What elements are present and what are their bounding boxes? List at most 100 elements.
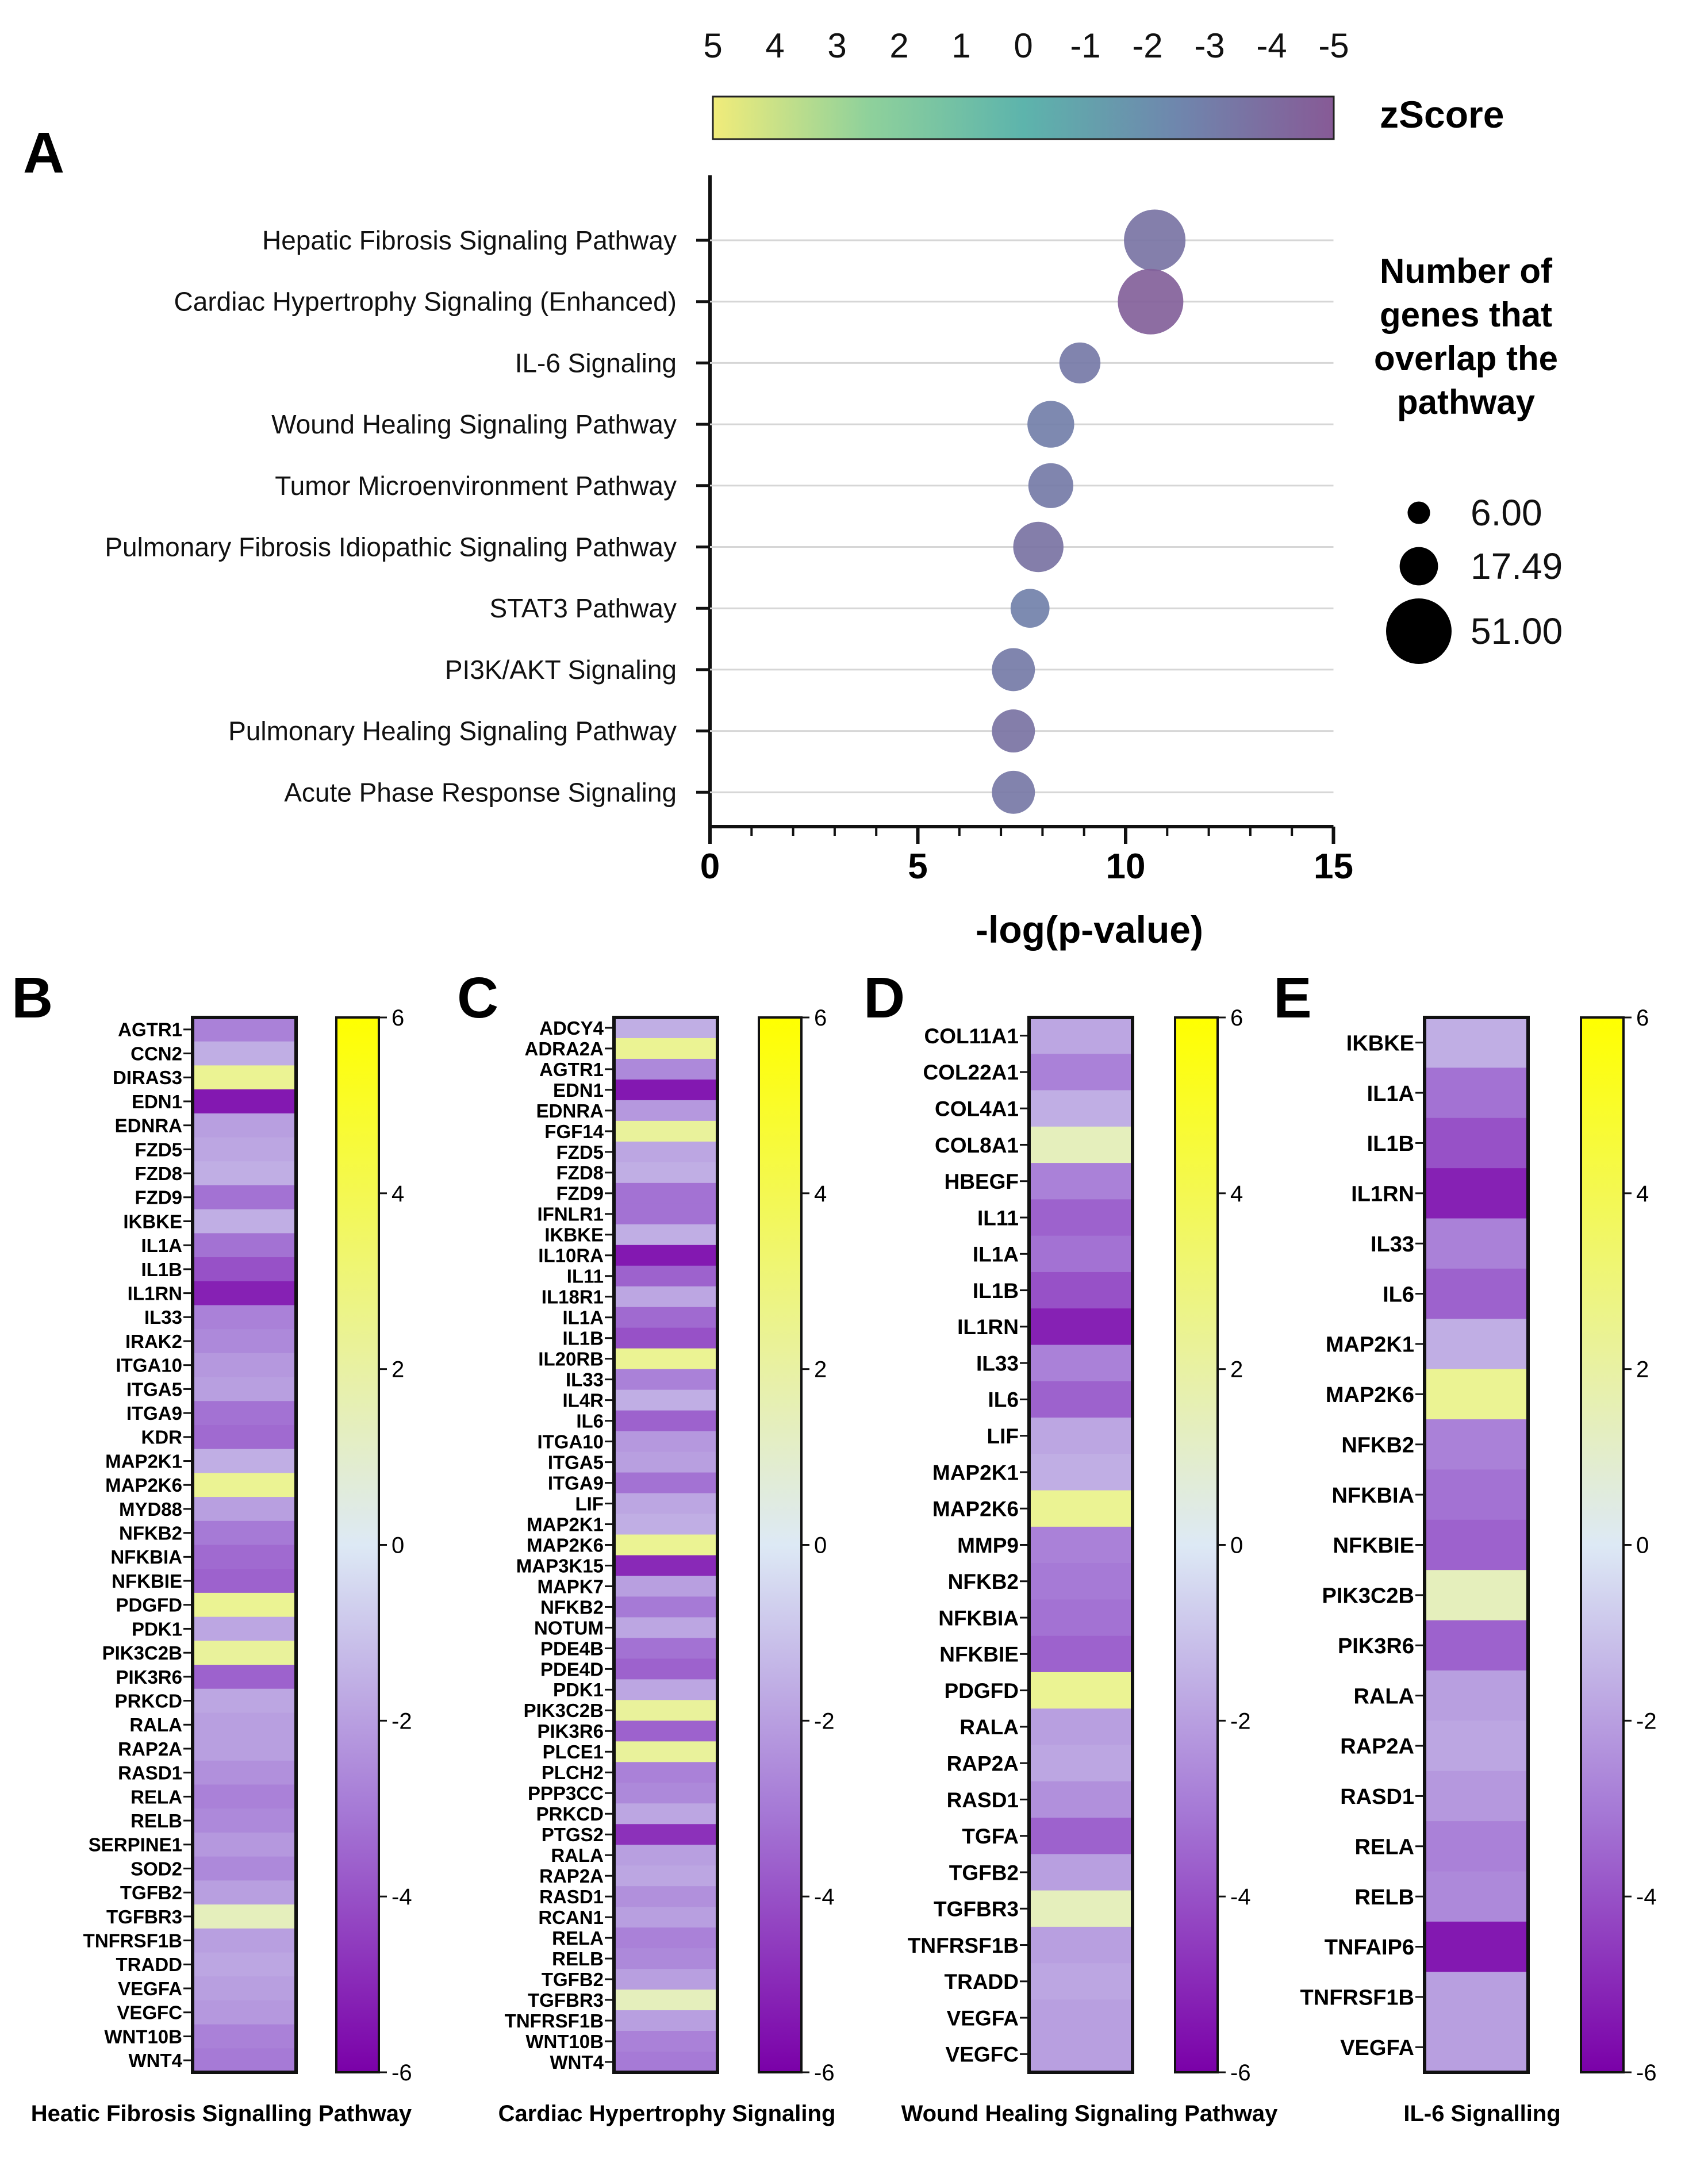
heatmap-cell bbox=[193, 1209, 296, 1234]
heatmap-cell bbox=[193, 1808, 296, 1833]
heatmap-cell bbox=[193, 1089, 296, 1114]
heatmap-cell bbox=[193, 1616, 296, 1641]
heatmap-cell bbox=[1425, 1921, 1528, 1972]
colorbar-tick-label: -2 bbox=[392, 1708, 412, 1734]
gene-label: MAP2K6 bbox=[932, 1497, 1019, 1521]
heatmap-cell bbox=[193, 2000, 296, 2025]
panel-label-a: A bbox=[23, 121, 64, 185]
pathway-bubble bbox=[1028, 463, 1073, 508]
colorbar-tick-label: 4 bbox=[1636, 1181, 1649, 1207]
heatmap-cell bbox=[193, 1737, 296, 1761]
gene-label: IL1A bbox=[141, 1235, 182, 1256]
heatmap-cell bbox=[1425, 2022, 1528, 2073]
heatmap-cell bbox=[614, 1348, 717, 1370]
heatmap-cell bbox=[614, 1555, 717, 1577]
gene-label: RASD1 bbox=[118, 1762, 182, 1784]
gene-label: MAP2K1 bbox=[105, 1450, 182, 1472]
heatmap-cell bbox=[614, 1783, 717, 1804]
heatmap-cell bbox=[193, 1281, 296, 1306]
heatmap-colorbar bbox=[1174, 1016, 1219, 2073]
gene-label: CCN2 bbox=[131, 1043, 182, 1064]
heatmap-title: Cardiac Hypertrophy Signaling bbox=[498, 2101, 836, 2126]
heatmap-cell bbox=[1029, 1090, 1133, 1127]
colorbar-tick-label: 2 bbox=[814, 1357, 827, 1382]
gene-label: RCAN1 bbox=[538, 1907, 604, 1928]
gene-label: IL1B bbox=[562, 1328, 604, 1349]
gene-label: WNT10B bbox=[525, 2031, 604, 2052]
gene-label: TNFRSF1B bbox=[83, 1930, 182, 1952]
pathway-label: STAT3 Pathway bbox=[489, 593, 677, 623]
gene-label: RASD1 bbox=[947, 1788, 1019, 1812]
heatmap-cell bbox=[1425, 1268, 1528, 1319]
pathway-bubble bbox=[1027, 401, 1074, 448]
size-legend-title: genes that bbox=[1380, 295, 1552, 334]
pathway-bubble bbox=[1059, 342, 1101, 384]
heatmap-cell bbox=[614, 1845, 717, 1866]
heatmap-cell bbox=[614, 1865, 717, 1887]
colorbar-tick-label: 0 bbox=[1636, 1533, 1649, 1558]
gene-label: NFKBIA bbox=[1331, 1484, 1414, 1508]
gene-label: TGFB2 bbox=[949, 1861, 1019, 1884]
gene-label: IL1B bbox=[141, 1259, 182, 1280]
gene-label: RASD1 bbox=[1340, 1785, 1414, 1809]
pathway-bubble bbox=[1010, 589, 1050, 628]
gene-label: PIK3C2B bbox=[102, 1642, 182, 1664]
gene-label: KDR bbox=[141, 1427, 183, 1448]
zscore-tick-label: 0 bbox=[1014, 26, 1033, 65]
gene-label: NFKB2 bbox=[119, 1523, 182, 1544]
heatmap-cell bbox=[614, 2031, 717, 2052]
heatmap-cell bbox=[193, 1784, 296, 1809]
heatmap-cell bbox=[193, 1712, 296, 1737]
colorbar-tick-label: -2 bbox=[1636, 1708, 1657, 1734]
heatmap-cell bbox=[193, 1928, 296, 1953]
gene-label: IL1B bbox=[973, 1279, 1019, 1303]
heatmap-cell bbox=[1029, 1490, 1133, 1527]
gene-label: IL6 bbox=[1383, 1282, 1414, 1307]
panel-label-b: B bbox=[11, 966, 53, 1030]
panel-label-d: D bbox=[863, 966, 905, 1030]
heatmap-cell bbox=[1029, 1381, 1133, 1418]
heatmap-cell bbox=[614, 1245, 717, 1266]
pathway-label: Pulmonary Fibrosis Idiopathic Signaling … bbox=[105, 532, 677, 562]
gene-label: VEGFA bbox=[947, 2006, 1019, 2030]
gene-label: IL11 bbox=[977, 1206, 1019, 1230]
gene-label: IL11 bbox=[567, 1266, 604, 1287]
size-legend-title: Number of bbox=[1380, 252, 1553, 290]
gene-label: EDN1 bbox=[553, 1080, 604, 1101]
colorbar-tick-label: 0 bbox=[1230, 1533, 1243, 1558]
heatmap-cell bbox=[193, 1137, 296, 1162]
heatmap-cell bbox=[614, 1389, 717, 1411]
gene-label: RELB bbox=[131, 1810, 182, 1831]
heatmap-cell bbox=[1029, 1672, 1133, 1709]
size-legend-dot bbox=[1399, 547, 1438, 586]
gene-label: PRKCD bbox=[536, 1803, 604, 1825]
panel-label-e: E bbox=[1273, 966, 1312, 1030]
size-legend-dot bbox=[1407, 501, 1430, 524]
colorbar-tick-label: 4 bbox=[392, 1181, 404, 1207]
heatmap-cell bbox=[1425, 1720, 1528, 1772]
gene-label: RAP2A bbox=[1340, 1735, 1414, 1759]
heatmap-cell bbox=[1425, 1570, 1528, 1621]
heatmap-cell bbox=[1425, 1117, 1528, 1169]
heatmap-cell bbox=[614, 1638, 717, 1659]
heatmap-cell bbox=[1425, 1519, 1528, 1570]
colorbar-tick-label: 4 bbox=[814, 1181, 827, 1207]
zscore-tick-label: -2 bbox=[1132, 26, 1162, 65]
heatmap-cell bbox=[614, 2052, 717, 2073]
pathway-label: Hepatic Fibrosis Signaling Pathway bbox=[262, 225, 677, 255]
heatmap-cell bbox=[1029, 1599, 1133, 1637]
gene-label: PTGS2 bbox=[542, 1824, 604, 1845]
gene-label: RELA bbox=[552, 1927, 604, 1949]
zscore-tick-label: 5 bbox=[703, 26, 722, 65]
heatmap-cell bbox=[193, 1377, 296, 1401]
heatmap-cell bbox=[1029, 1308, 1133, 1346]
gene-label: WNT4 bbox=[550, 2052, 604, 2073]
size-legend-title: overlap the bbox=[1374, 339, 1558, 378]
gene-label: VEGFC bbox=[117, 2002, 182, 2023]
gene-label: PRKCD bbox=[115, 1690, 182, 1711]
gene-label: RALA bbox=[551, 1845, 604, 1866]
heatmap-cell bbox=[193, 1880, 296, 1905]
heatmap-cell bbox=[614, 1762, 717, 1783]
pathway-label: Acute Phase Response Signaling bbox=[284, 777, 677, 807]
zscore-tick-label: 1 bbox=[951, 26, 970, 65]
